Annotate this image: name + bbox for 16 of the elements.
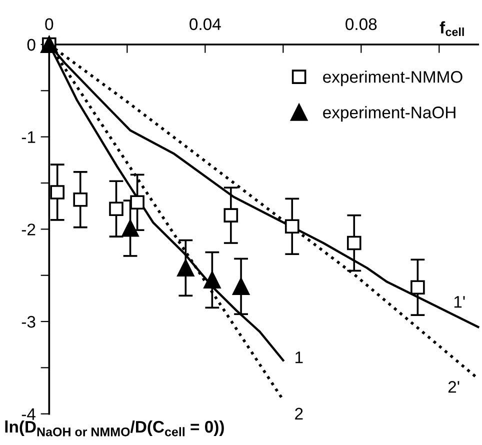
y-tick-label: 0 (27, 38, 36, 51)
y-tick-label: -3 (22, 316, 36, 328)
legend-label: experiment-NMMO (323, 70, 462, 86)
x-tick-label: 0.08 (346, 18, 377, 30)
x-axis-title: f$_{cell}$ (440, 21, 464, 36)
y-axis-title: ln(DNaOH or NMMO/D(Ccell = 0)) (5, 420, 224, 436)
legend-label: experiment-NaOH (323, 106, 456, 122)
y-tick-label: -4 (22, 408, 36, 420)
series-label: 2' (448, 381, 460, 393)
x-tick-label: 0.04 (190, 18, 221, 30)
y-tick-label: -1 (22, 131, 36, 143)
y-tick-label: -2 (22, 224, 36, 236)
series-label: 2 (295, 408, 303, 420)
series-label: 1 (296, 352, 303, 364)
x-tick-label: 0 (45, 18, 54, 30)
series-label: 1' (454, 296, 465, 308)
